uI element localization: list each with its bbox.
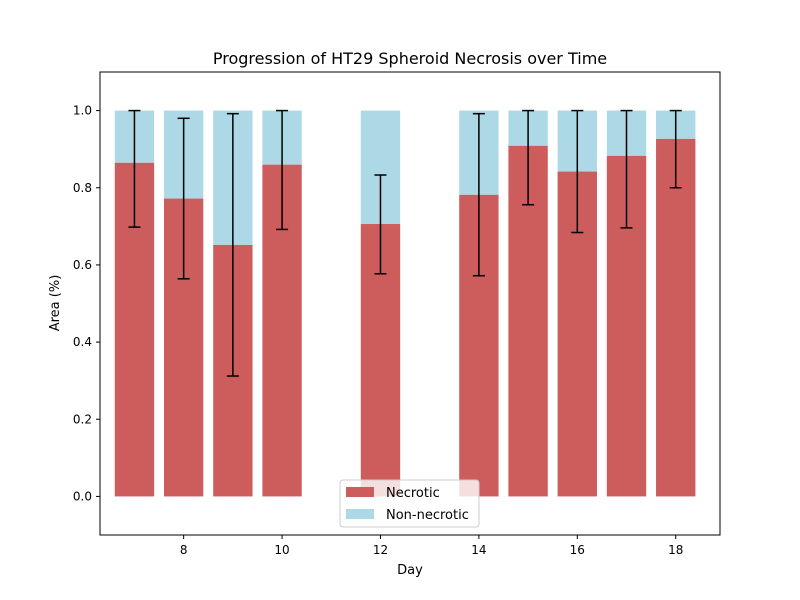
y-tick-label: 0.6 bbox=[73, 258, 92, 272]
errorbars-layer bbox=[128, 109, 682, 377]
y-tick-label: 0.0 bbox=[73, 489, 92, 503]
y-tick-label: 0.8 bbox=[73, 181, 92, 195]
legend-swatch-necrotic bbox=[346, 487, 374, 497]
legend-label-necrotic: Necrotic bbox=[386, 486, 440, 501]
y-tick-label: 0.4 bbox=[73, 335, 92, 349]
legend-swatch-non-necrotic bbox=[346, 509, 374, 519]
x-axis-ticks: 8 10 12 14 16 18 bbox=[180, 535, 683, 557]
bar-necrotic bbox=[656, 138, 696, 497]
legend-label-non-necrotic: Non-necrotic bbox=[386, 508, 469, 523]
y-axis-label: Area (%) bbox=[48, 275, 63, 332]
x-tick-label: 8 bbox=[180, 543, 188, 557]
bars-layer bbox=[114, 110, 696, 497]
y-tick-label: 1.0 bbox=[73, 104, 92, 118]
y-tick-label: 0.2 bbox=[73, 412, 92, 426]
y-axis-ticks: 0.0 0.2 0.4 0.6 0.8 1.0 bbox=[73, 104, 100, 503]
x-tick-label: 18 bbox=[668, 543, 683, 557]
plot-area: 8 10 12 14 16 18 0.0 0.2 0.4 0.6 0.8 1.0 bbox=[73, 71, 721, 557]
x-tick-label: 12 bbox=[373, 543, 388, 557]
x-axis-label: Day bbox=[397, 563, 423, 578]
x-tick-label: 10 bbox=[274, 543, 289, 557]
x-tick-label: 16 bbox=[570, 543, 585, 557]
legend-box bbox=[339, 479, 480, 528]
axes-frame bbox=[99, 71, 721, 536]
legend: Necrotic Non-necrotic bbox=[339, 479, 480, 528]
x-tick-label: 14 bbox=[471, 543, 486, 557]
chart-title: Progression of HT29 Spheroid Necrosis ov… bbox=[213, 49, 607, 68]
